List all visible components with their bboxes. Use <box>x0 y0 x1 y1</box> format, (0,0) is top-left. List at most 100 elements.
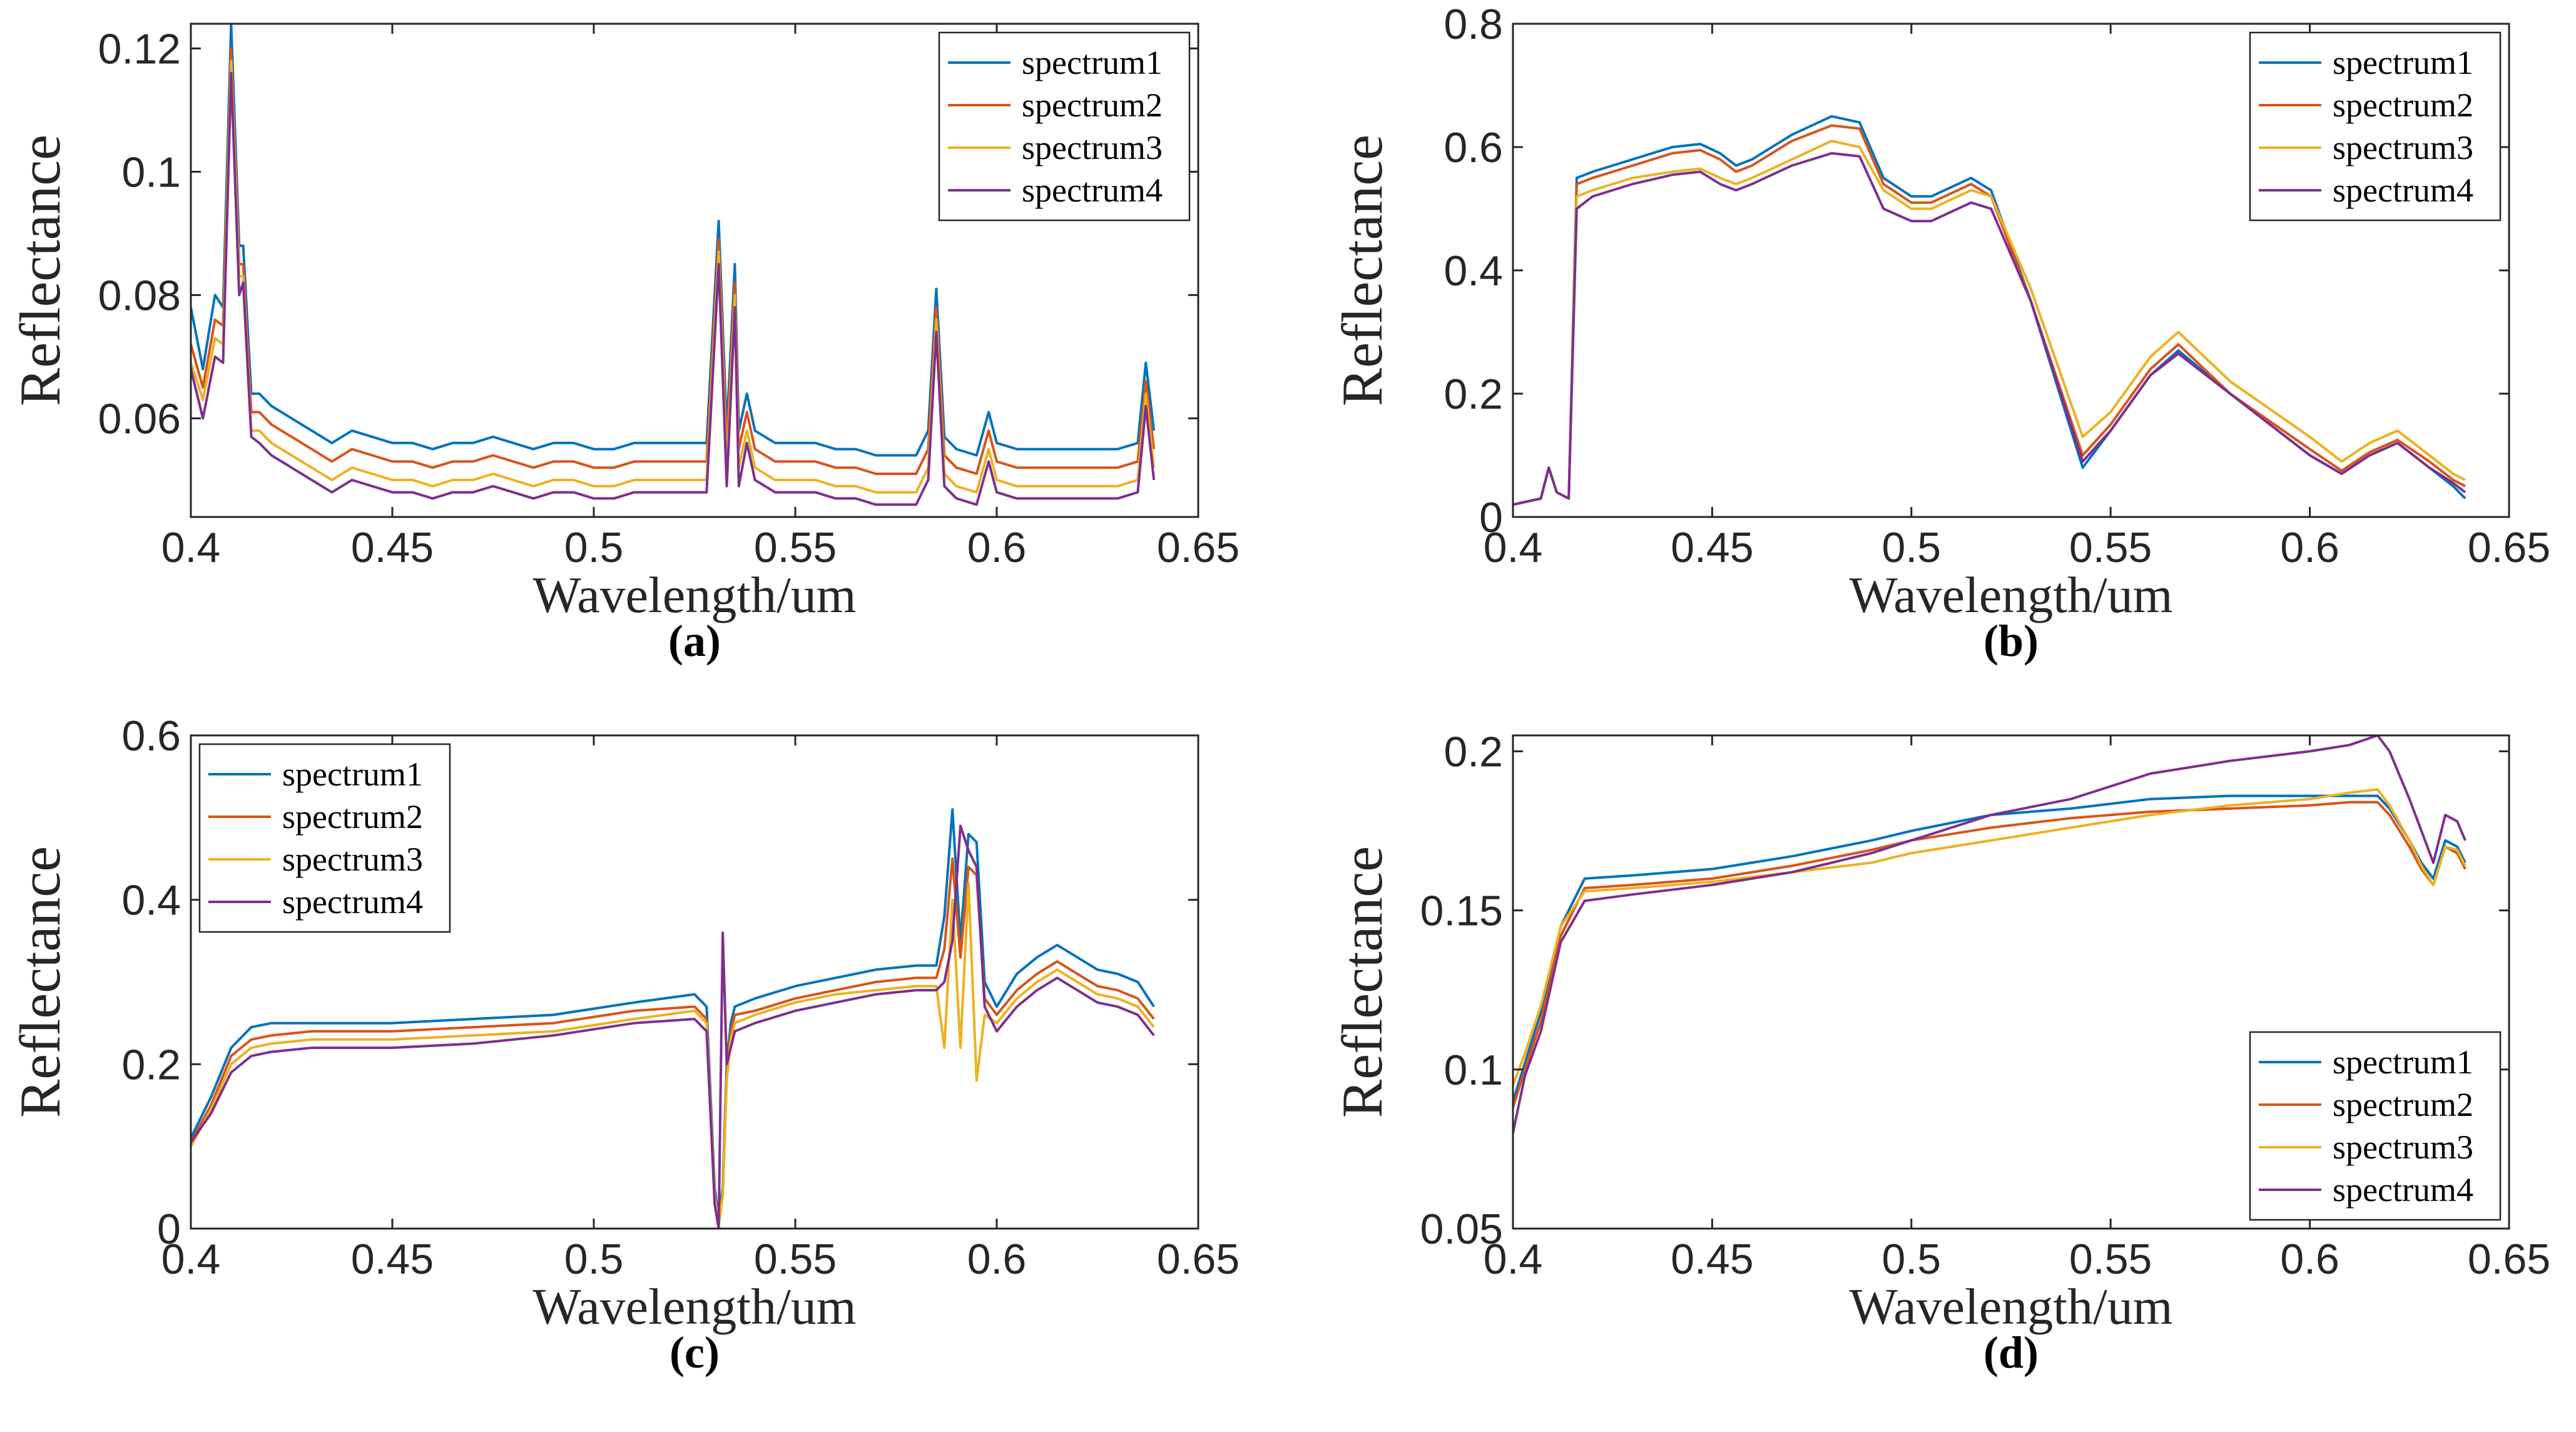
x-tick-label: 0.6 <box>967 524 1027 571</box>
panel-caption: (d) <box>1983 1327 2039 1378</box>
x-tick-label: 0.55 <box>2069 524 2152 571</box>
series-line-spectrum3 <box>191 882 1155 1226</box>
y-tick-label: 0.6 <box>1443 124 1503 171</box>
legend-label-spectrum2: spectrum2 <box>282 798 423 836</box>
y-axis-label: Reflectance <box>1330 846 1394 1118</box>
y-tick-label: 0.1 <box>121 148 181 196</box>
panel-caption: (b) <box>1983 616 2039 666</box>
legend-label-spectrum1: spectrum1 <box>2333 1043 2473 1081</box>
legend-label-spectrum1: spectrum1 <box>282 755 423 793</box>
x-tick-label: 0.6 <box>967 1235 1027 1283</box>
x-axis-label: Wavelength/um <box>1849 566 2172 623</box>
legend-label-spectrum3: spectrum3 <box>2333 129 2473 166</box>
panel-b: 0.4 0.45 0.5 0.55 0.6 0.65 0 0.2 0.4 0.6 0.8 Wavele… <box>1330 1 2550 666</box>
legend-label-spectrum3: spectrum3 <box>282 841 423 878</box>
y-tick-label: 0.12 <box>98 25 181 73</box>
y-tick-label: 0.6 <box>121 712 181 760</box>
legend-label-spectrum4: spectrum4 <box>2333 171 2473 209</box>
x-tick-label: 0.5 <box>564 1235 624 1283</box>
x-tick-label: 0.65 <box>2468 1235 2550 1283</box>
x-tick-label: 0.4 <box>161 524 221 571</box>
x-tick-label: 0.45 <box>351 1235 434 1283</box>
legend-label-spectrum1: spectrum1 <box>2333 44 2473 81</box>
x-tick-label: 0.6 <box>2280 524 2339 571</box>
y-tick-label: 0.2 <box>1443 728 1503 775</box>
x-tick-label: 0.45 <box>351 524 434 571</box>
y-tick-label: 0.08 <box>98 272 181 319</box>
panels: 0.4 0.45 0.5 0.55 0.6 0.65 0.06 0.08 0.1 0.12 Wave… <box>8 1 2550 1378</box>
y-tick-label: 0.1 <box>1443 1046 1503 1094</box>
legend: spectrum1 spectrum2 spectrum3 spectrum4 <box>198 743 451 933</box>
x-tick-label: 0.4 <box>161 1235 221 1283</box>
x-tick-label: 0.55 <box>754 524 837 571</box>
x-tick-label: 0.65 <box>2468 524 2550 571</box>
series-line-spectrum2 <box>191 857 1155 1226</box>
x-axis-label: Wavelength/um <box>532 1278 856 1335</box>
y-axis-label: Reflectance <box>8 846 72 1118</box>
series-line-spectrum4 <box>1513 735 2467 1133</box>
panel-caption: (c) <box>669 1327 720 1378</box>
x-tick-label: 0.5 <box>564 524 624 571</box>
panel-d: 0.4 0.45 0.5 0.55 0.6 0.65 0.05 0.1 0.15 0.2 Wavel… <box>1330 728 2550 1378</box>
series-group <box>1513 115 2467 506</box>
x-axis-label: Wavelength/um <box>1849 1278 2172 1335</box>
series-line-spectrum2 <box>191 47 1156 475</box>
y-tick-label: 0.05 <box>1420 1205 1503 1253</box>
legend-label-spectrum2: spectrum2 <box>1022 86 1163 124</box>
y-axis-label: Reflectance <box>1330 135 1394 406</box>
x-tick-label: 0.55 <box>2069 1235 2152 1283</box>
legend-label-spectrum2: spectrum2 <box>2333 1086 2473 1123</box>
series-line-spectrum4 <box>1513 151 2467 506</box>
legend-label-spectrum4: spectrum4 <box>2333 1171 2473 1209</box>
series-line-spectrum3 <box>1513 788 2467 1086</box>
panel-a: 0.4 0.45 0.5 0.55 0.6 0.65 0.06 0.08 0.1 0.12 Wave… <box>8 23 1240 666</box>
x-tick-label: 0.5 <box>1882 1235 1942 1283</box>
legend-label-spectrum2: spectrum2 <box>2333 86 2473 124</box>
x-tick-label: 0.6 <box>2280 1235 2339 1283</box>
x-tick-label: 0.5 <box>1882 524 1942 571</box>
axes-box <box>1512 734 2510 1230</box>
x-tick-label: 0.55 <box>754 1235 837 1283</box>
x-tick-label: 0.4 <box>1484 1235 1543 1283</box>
series-line-spectrum3 <box>1513 140 2466 506</box>
series-line-spectrum4 <box>191 71 1156 506</box>
y-tick-label: 0.06 <box>98 395 181 442</box>
axes-box <box>190 23 1199 518</box>
series-line-spectrum2 <box>1513 124 2466 506</box>
legend: spectrum1 spectrum2 spectrum3 spectrum4 <box>2249 1031 2502 1221</box>
legend-label-spectrum4: spectrum4 <box>282 883 423 921</box>
y-axis-label: Reflectance <box>8 135 72 406</box>
x-tick-label: 0.45 <box>1671 524 1753 571</box>
y-tick-label: 0.4 <box>121 877 181 924</box>
y-tick-label: 0.2 <box>1443 371 1503 418</box>
x-tick-label: 0.4 <box>1484 524 1543 571</box>
x-tick-label: 0.65 <box>1157 1235 1240 1283</box>
series-line-spectrum1 <box>191 808 1155 1222</box>
legend-label-spectrum3: spectrum3 <box>1022 129 1163 166</box>
panel-caption: (a) <box>668 616 721 666</box>
y-tick-label: 0 <box>157 1205 181 1253</box>
series-group <box>191 808 1155 1229</box>
legend: spectrum1 spectrum2 spectrum3 spectrum4 <box>2249 31 2502 222</box>
legend: spectrum1 spectrum2 spectrum3 spectrum4 <box>938 31 1191 222</box>
series-line-spectrum3 <box>191 59 1156 494</box>
x-axis-label: Wavelength/um <box>532 566 856 623</box>
series-group <box>1513 735 2467 1133</box>
legend-label-spectrum3: spectrum3 <box>2333 1128 2473 1166</box>
y-tick-label: 0.8 <box>1443 1 1503 48</box>
series-line-spectrum1 <box>1513 794 2467 1102</box>
x-tick-label: 0.45 <box>1671 1235 1753 1283</box>
legend-label-spectrum1: spectrum1 <box>1022 44 1163 81</box>
y-tick-label: 0.2 <box>121 1041 181 1088</box>
series-line-spectrum4 <box>191 824 1155 1229</box>
series-group <box>191 24 1156 506</box>
y-tick-label: 0.15 <box>1420 887 1503 935</box>
series-line-spectrum1 <box>191 24 1156 457</box>
axes-box <box>190 734 1199 1230</box>
x-tick-label: 0.65 <box>1157 524 1240 571</box>
panel-c: 0.4 0.45 0.5 0.55 0.6 0.65 0 0.2 0.4 0.6 Wavelengt… <box>8 712 1240 1378</box>
y-tick-label: 0 <box>1479 494 1503 541</box>
legend-label-spectrum4: spectrum4 <box>1022 171 1163 209</box>
y-tick-label: 0.4 <box>1443 247 1503 295</box>
